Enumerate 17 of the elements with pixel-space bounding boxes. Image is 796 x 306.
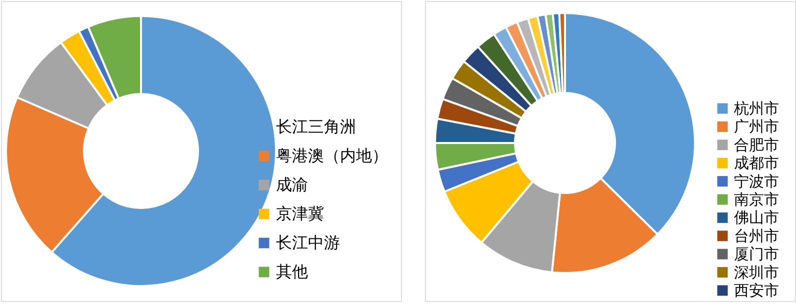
legend-label: 宁波市 — [734, 172, 779, 190]
legend-label: 广州市 — [734, 118, 779, 136]
legend-label: 厦门市 — [734, 245, 779, 264]
legend-label: 深圳市 — [734, 263, 779, 282]
legend-label: 粤港澳（内地） — [276, 146, 388, 165]
legend-label: 京津冀 — [276, 204, 324, 223]
legend-label: 台州市 — [734, 226, 779, 245]
legend-label: 成渝 — [276, 175, 308, 194]
legend-label: 合肥市 — [734, 136, 779, 154]
legend-label: 西安市 — [734, 282, 779, 300]
slice-label: 长江三角洲 — [276, 117, 356, 136]
legend-label: 南京市 — [734, 190, 779, 208]
legend-label: 长江中游 — [276, 233, 340, 252]
legend-label: 佛山市 — [734, 208, 779, 227]
legend-label: 杭州市 — [733, 100, 779, 118]
legend-label: 其他 — [276, 262, 308, 281]
legend-label: 成都市 — [734, 154, 779, 172]
